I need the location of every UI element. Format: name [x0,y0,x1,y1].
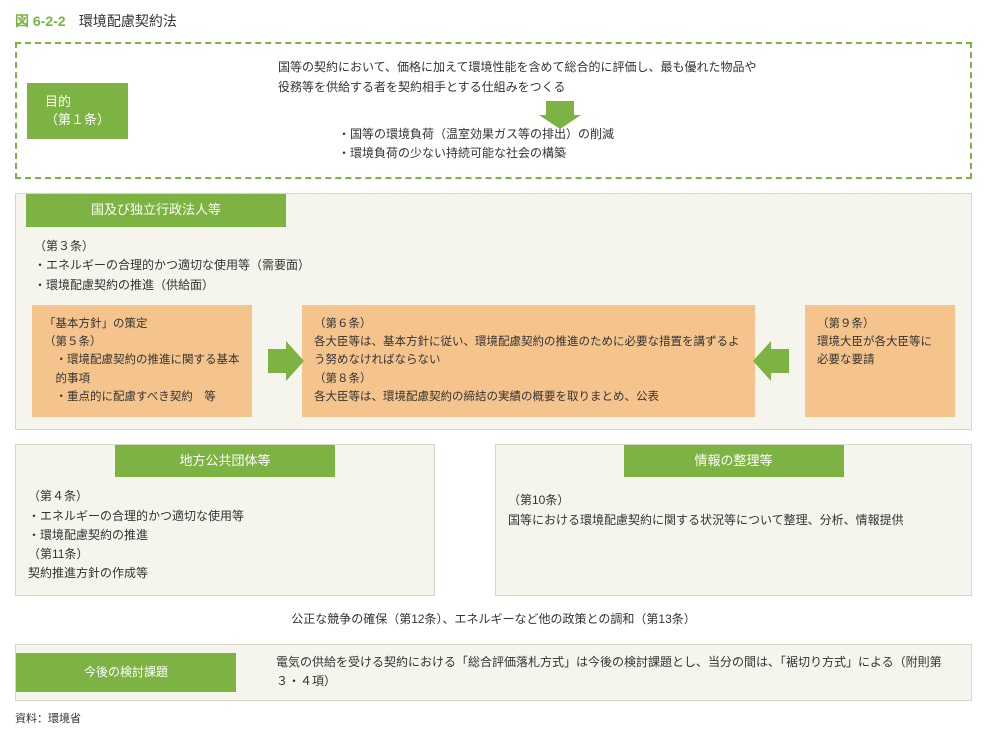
objective-top-l1: 国等の契約において、価格に加えて環境性能を含めて総合的に評価し、最も優れた物品や [278,58,952,77]
ministers-box: （第６条） 各大臣等は、基本方針に従い、環境配慮契約の推進のために必要な措置を講… [302,305,755,417]
boxA-l2: （第５条） [44,333,240,351]
arrow-left-cell [755,305,805,417]
local-gov-section: 地方公共団体等 （第４条） ・エネルギーの合理的かつ適切な使用等 ・環境配慮契約… [15,444,435,597]
art3-c: ・環境配慮契約の推進（供給面） [34,276,953,295]
two-col-row: 地方公共団体等 （第４条） ・エネルギーの合理的かつ適切な使用等 ・環境配慮契約… [15,444,972,597]
art3-a: （第３条） [34,237,953,256]
local-l3: ・環境配慮契約の推進 [28,526,422,545]
objective-content: 国等の契約において、価格に加えて環境性能を含めて総合的に評価し、最も優れた物品や… [168,58,952,163]
objective-bottom-l1: ・国等の環境負荷（温室効果ガス等の排出）の削減 [338,125,952,144]
info-l1: （第10条） [508,491,959,510]
info-header: 情報の整理等 [624,445,844,478]
objective-top: 国等の契約において、価格に加えて環境性能を含めて総合的に評価し、最も優れた物品や… [168,58,952,96]
objective-arrow-row [168,101,952,121]
article3-block: （第３条） ・エネルギーの合理的かつ適切な使用等（需要面） ・環境配慮契約の推進… [26,237,961,305]
objective-label-l1: 目的 [45,93,110,111]
objective-box: 目的 （第１条） 国等の契約において、価格に加えて環境性能を含めて総合的に評価し… [15,42,972,179]
fair-competition-note: 公正な競争の確保（第12条）、エネルギーなど他の政策との調和（第13条） [15,610,972,629]
boxB-l1: （第６条） [314,315,743,333]
info-l2: 国等における環境配慮契約に関する状況等について整理、分析、情報提供 [508,511,959,530]
objective-label: 目的 （第１条） [27,83,128,139]
boxB-l3: （第８条） [314,370,743,388]
boxA-l4: ・重点的に配慮すべき契約 等 [44,388,240,406]
local-gov-header: 地方公共団体等 [115,445,335,478]
info-section: 情報の整理等 （第10条） 国等における環境配慮契約に関する状況等について整理、… [495,444,972,597]
boxA-l3: ・環境配慮契約の推進に関する基本的事項 [44,351,240,388]
art3-b: ・エネルギーの合理的かつ適切な使用等（需要面） [34,256,953,275]
objective-top-l2: 役務等を供給する者を契約相手とする仕組みをつくる [278,78,952,97]
arrow-right-icon [268,349,286,373]
objective-bottom-l2: ・環境負荷の少ない持続可能な社会の構築 [338,144,952,163]
future-text: 電気の供給を受ける契約における「総合評価落札方式」は今後の検討課題とし、当分の間… [276,653,959,691]
boxC-l2: 環境大臣が各大臣等に必要な要請 [817,333,943,370]
source: 資料：環境省 [15,711,972,729]
boxC-l1: （第９条） [817,315,943,333]
arrow-left-icon [771,349,789,373]
local-l5: 契約推進方針の作成等 [28,564,422,583]
basic-policy-box: 「基本方針」の策定 （第５条） ・環境配慮契約の推進に関する基本的事項 ・重点的… [32,305,252,417]
objective-bottom: ・国等の環境負荷（温室効果ガス等の排出）の削減 ・環境負荷の少ない持続可能な社会… [168,125,952,163]
national-section: 国及び独立行政法人等 （第３条） ・エネルギーの合理的かつ適切な使用等（需要面）… [15,193,972,429]
boxA-l1: 「基本方針」の策定 [44,315,240,333]
local-l2: ・エネルギーの合理的かつ適切な使用等 [28,507,422,526]
national-header: 国及び独立行政法人等 [26,194,286,227]
figure-title: 図 6-2-2 環境配慮契約法 [15,10,972,32]
boxB-l4: 各大臣等は、環境配慮契約の締結の実績の概要を取りまとめ、公表 [314,388,743,406]
future-row: 今後の検討課題 電気の供給を受ける契約における「総合評価落札方式」は今後の検討課… [15,644,972,701]
figure-title-text: 環境配慮契約法 [79,13,177,29]
flow-row: 「基本方針」の策定 （第５条） ・環境配慮契約の推進に関する基本的事項 ・重点的… [26,305,961,417]
boxB-l2: 各大臣等は、基本方針に従い、環境配慮契約の推進のために必要な措置を講ずるよう努め… [314,333,743,370]
local-l4: （第11条） [28,545,422,564]
env-minister-box: （第９条） 環境大臣が各大臣等に必要な要請 [805,305,955,417]
arrow-down-icon [546,101,574,115]
arrow-right-cell [252,305,302,417]
local-l1: （第４条） [28,487,422,506]
figure-number: 図 6-2-2 [15,13,66,29]
future-label: 今後の検討課題 [16,653,236,692]
objective-label-l2: （第１条） [45,111,110,129]
